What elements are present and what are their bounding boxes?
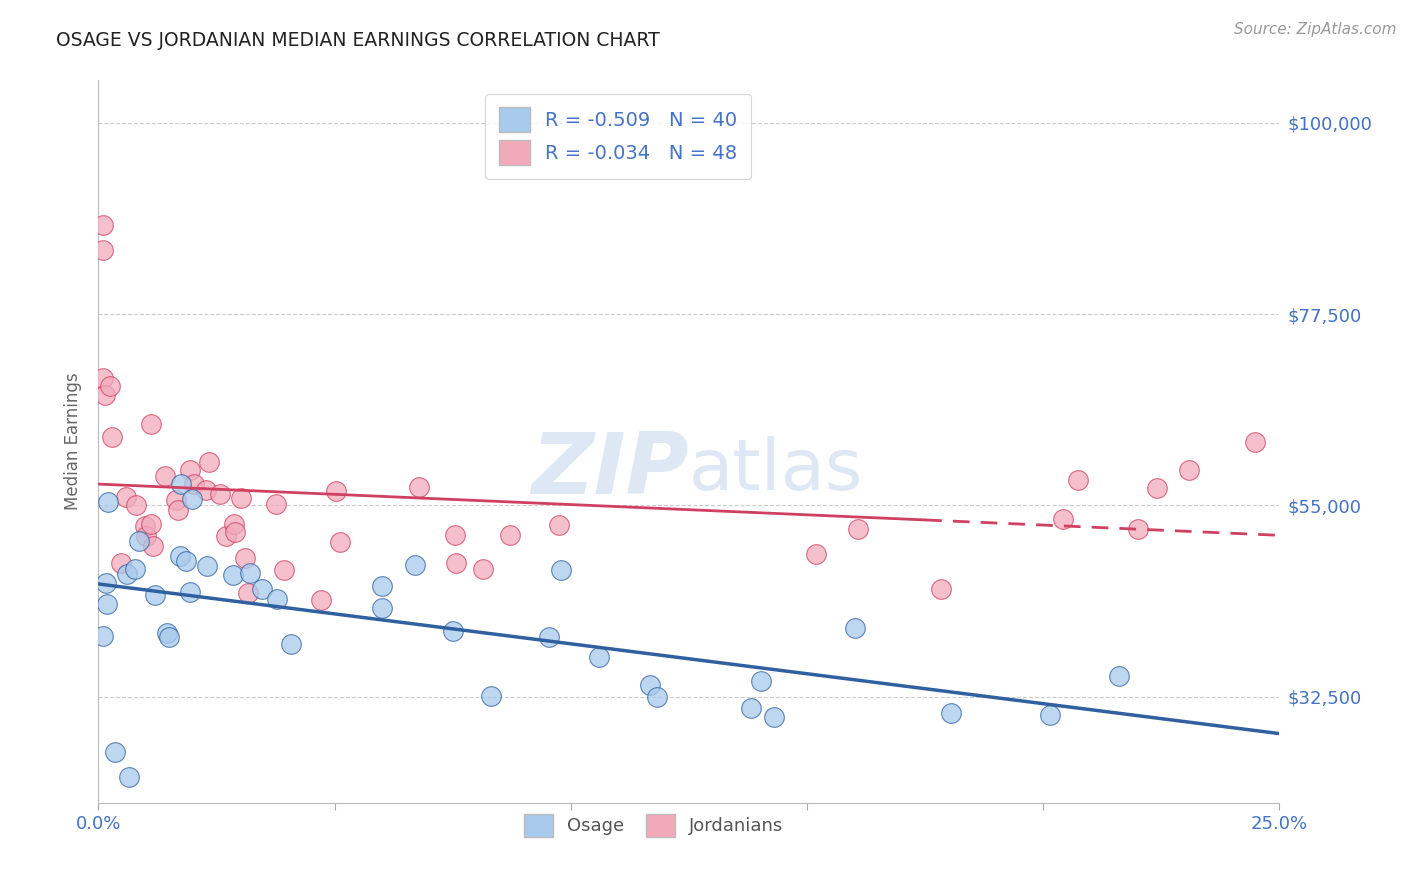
Point — [238, 586, 260, 600]
Point — [143, 588, 166, 602]
Point — [115, 566, 138, 581]
Point — [1178, 463, 1201, 477]
Point — [141, 517, 163, 532]
Point — [124, 562, 146, 576]
Point — [155, 626, 177, 640]
Point — [239, 566, 262, 580]
Point — [181, 492, 204, 507]
Point — [165, 493, 187, 508]
Point — [538, 630, 561, 644]
Point — [441, 624, 464, 638]
Point — [198, 455, 221, 469]
Point — [329, 535, 352, 549]
Point — [174, 554, 197, 568]
Point — [142, 539, 165, 553]
Point — [215, 529, 238, 543]
Text: ZIP: ZIP — [531, 429, 689, 512]
Point — [309, 592, 332, 607]
Point — [499, 528, 522, 542]
Y-axis label: Median Earnings: Median Earnings — [65, 373, 83, 510]
Point — [229, 491, 252, 505]
Point — [183, 476, 205, 491]
Point — [939, 706, 962, 720]
Point — [273, 564, 295, 578]
Point — [128, 534, 150, 549]
Point — [740, 701, 762, 715]
Point — [252, 582, 274, 597]
Point — [96, 597, 118, 611]
Point — [931, 582, 953, 597]
Point — [588, 649, 610, 664]
Point — [640, 678, 662, 692]
Point — [222, 517, 245, 532]
Text: Source: ZipAtlas.com: Source: ZipAtlas.com — [1233, 22, 1396, 37]
Point — [91, 218, 114, 232]
Point — [179, 585, 201, 599]
Point — [763, 710, 786, 724]
Point — [98, 379, 121, 393]
Point — [208, 487, 231, 501]
Point — [167, 503, 190, 517]
Point — [97, 495, 120, 509]
Point — [159, 631, 181, 645]
Point — [479, 690, 502, 704]
Point — [325, 484, 347, 499]
Point — [370, 578, 392, 592]
Point — [93, 388, 115, 402]
Point — [472, 562, 495, 576]
Point — [233, 550, 256, 565]
Point — [118, 770, 141, 784]
Point — [135, 529, 157, 543]
Point — [91, 371, 114, 385]
Point — [139, 417, 162, 432]
Point — [1243, 434, 1265, 449]
Point — [645, 690, 668, 705]
Text: OSAGE VS JORDANIAN MEDIAN EARNINGS CORRELATION CHART: OSAGE VS JORDANIAN MEDIAN EARNINGS CORRE… — [56, 31, 659, 50]
Point — [1126, 522, 1149, 536]
Point — [179, 463, 201, 477]
Point — [404, 558, 426, 572]
Point — [134, 519, 156, 533]
Point — [749, 673, 772, 688]
Point — [195, 558, 218, 573]
Point — [804, 547, 827, 561]
Point — [91, 244, 114, 258]
Point — [224, 524, 246, 539]
Point — [1146, 481, 1168, 495]
Point — [408, 480, 430, 494]
Point — [153, 469, 176, 483]
Point — [1067, 473, 1090, 487]
Point — [104, 745, 127, 759]
Point — [1039, 707, 1062, 722]
Point — [280, 637, 302, 651]
Point — [844, 621, 866, 635]
Point — [101, 430, 124, 444]
Point — [125, 498, 148, 512]
Point — [444, 556, 467, 570]
Point — [110, 556, 132, 570]
Point — [444, 528, 467, 542]
Point — [115, 490, 138, 504]
Point — [264, 497, 287, 511]
Point — [1052, 511, 1074, 525]
Point — [1108, 668, 1130, 682]
Point — [222, 568, 245, 582]
Point — [169, 549, 191, 563]
Point — [548, 517, 571, 532]
Point — [371, 601, 394, 615]
Point — [550, 563, 572, 577]
Point — [91, 629, 114, 643]
Legend: Osage, Jordanians: Osage, Jordanians — [516, 806, 790, 845]
Point — [194, 483, 217, 497]
Point — [169, 477, 191, 491]
Point — [846, 522, 869, 536]
Point — [266, 591, 288, 606]
Text: atlas: atlas — [689, 436, 863, 505]
Point — [96, 576, 118, 591]
